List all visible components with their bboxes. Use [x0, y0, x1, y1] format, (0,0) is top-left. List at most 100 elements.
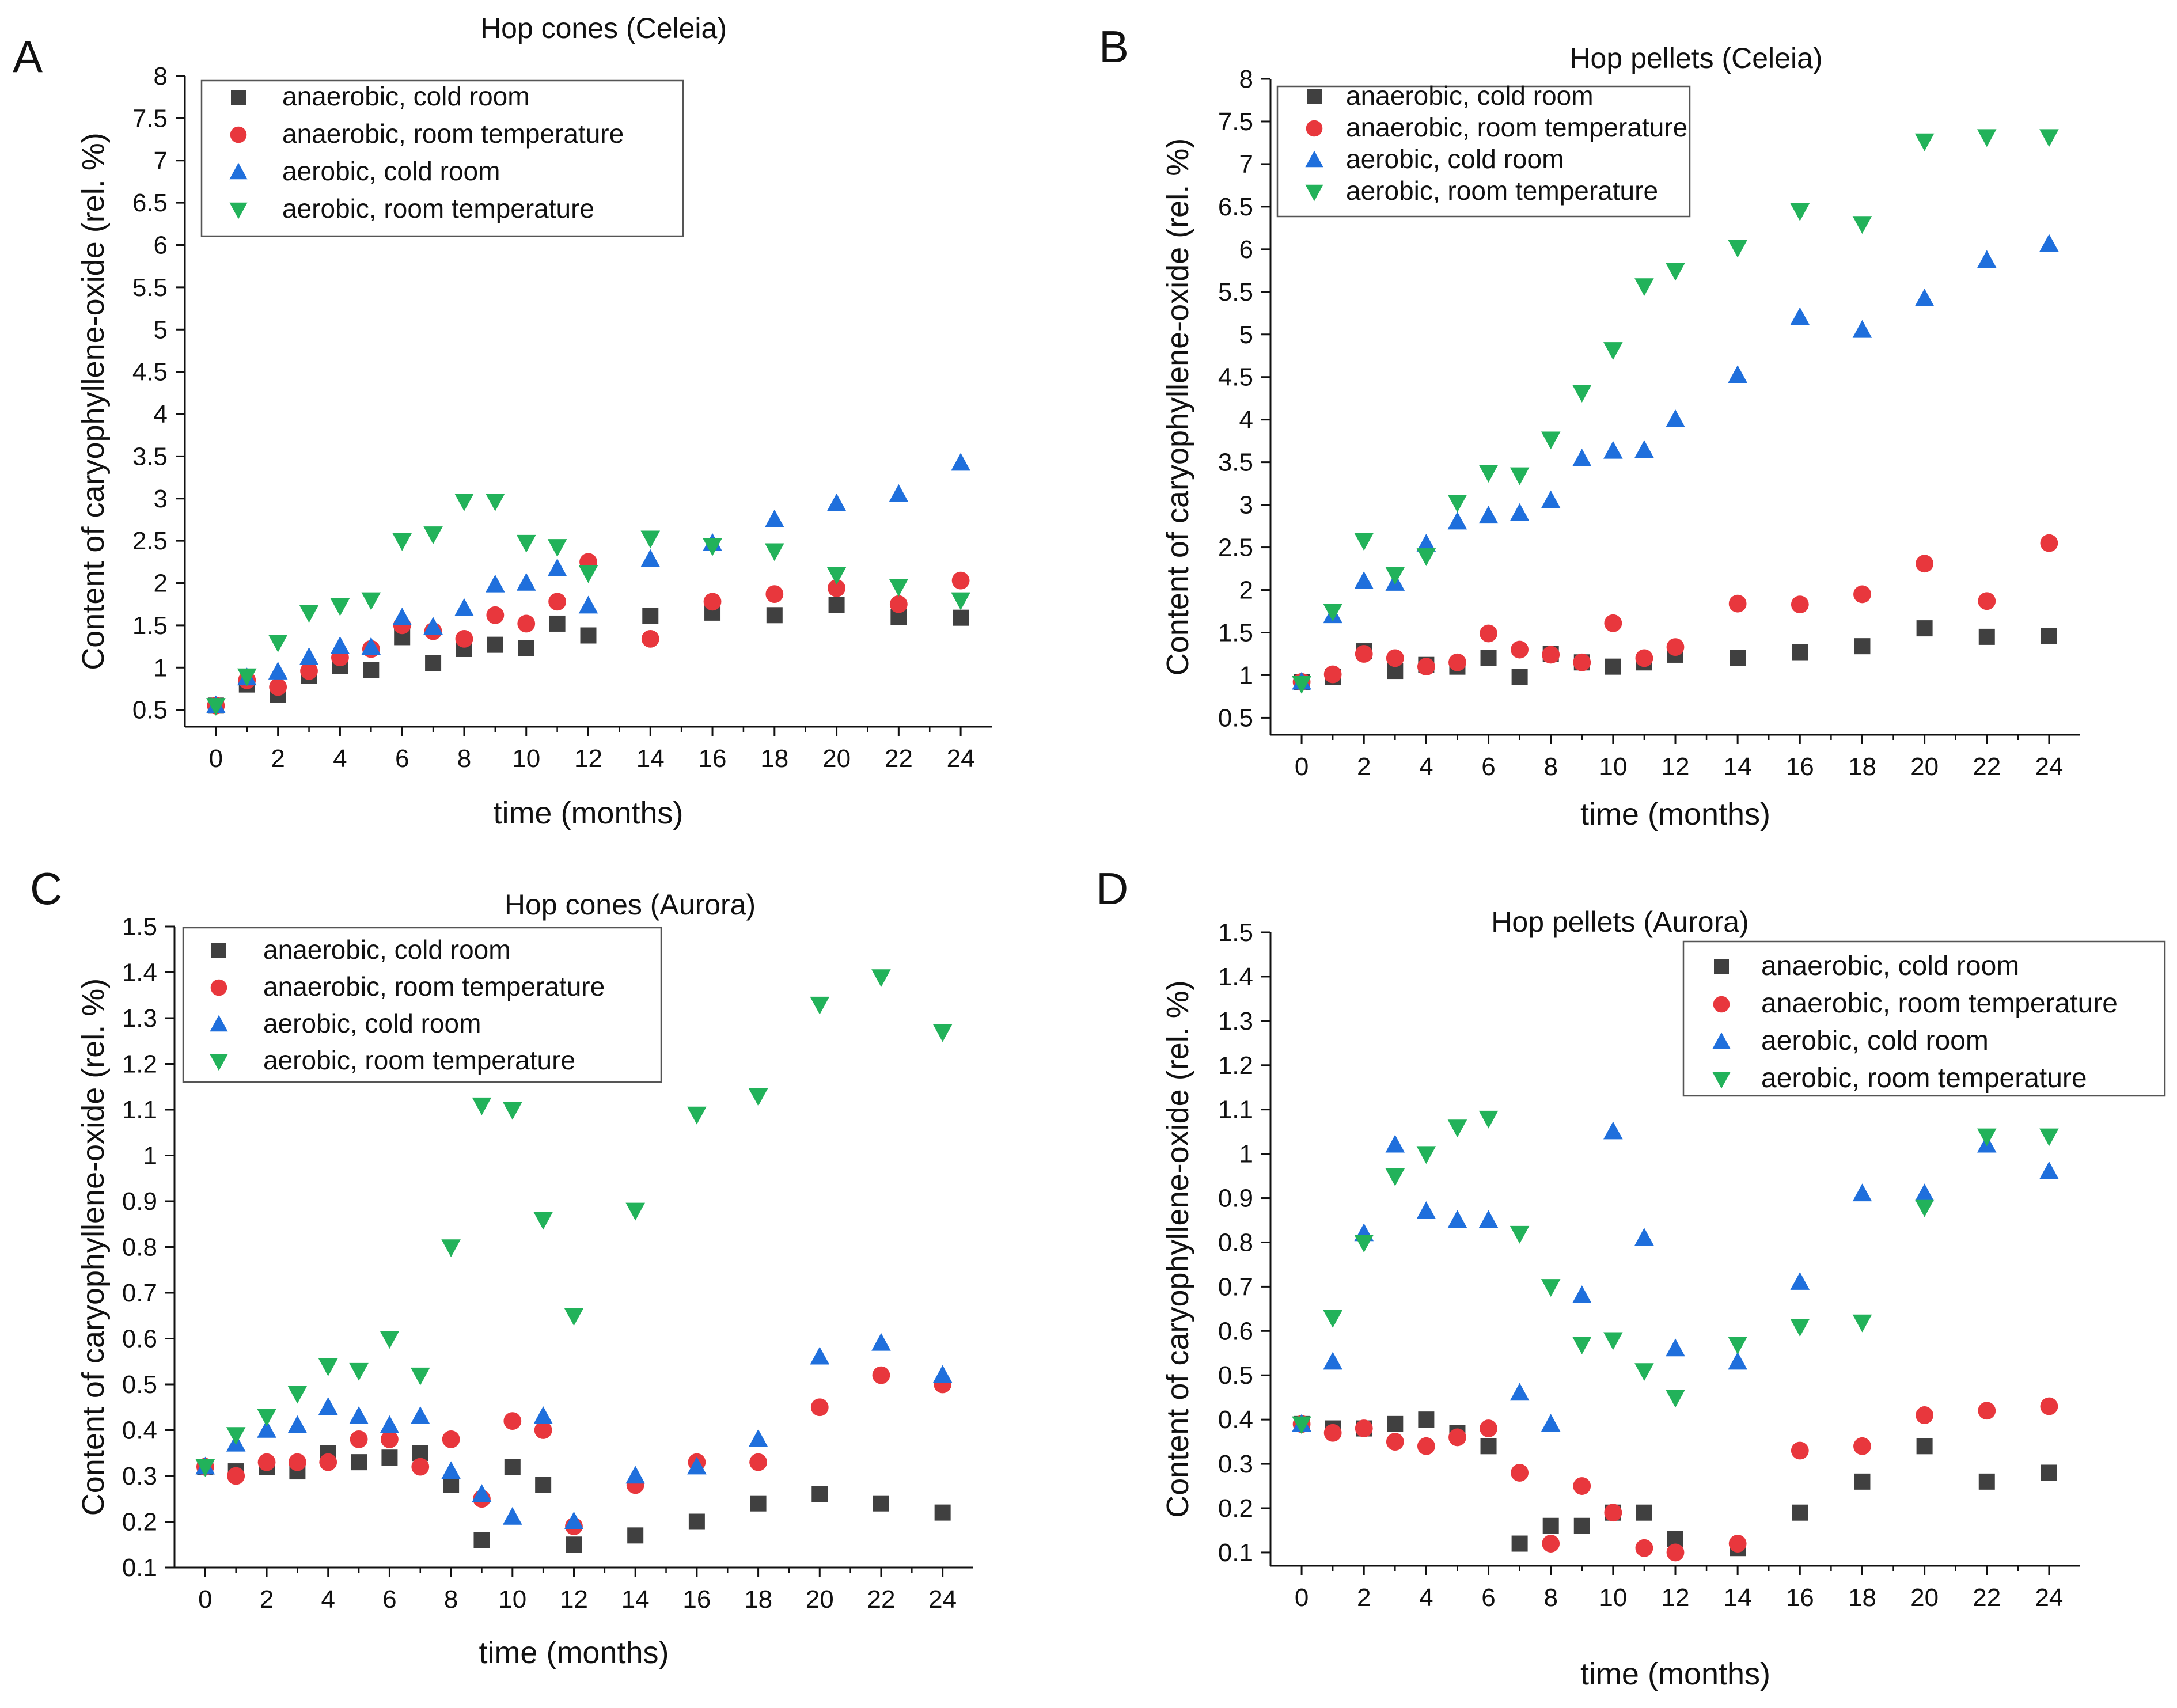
y-tick-label: 1.5	[132, 612, 168, 640]
data-point	[1480, 1419, 1497, 1437]
data-point	[257, 1453, 276, 1471]
data-point	[2041, 1464, 2057, 1481]
data-point	[1572, 1337, 1592, 1355]
x-tick-label: 8	[457, 745, 471, 773]
data-point	[1385, 1168, 1405, 1186]
y-tick-label: 3.5	[132, 442, 168, 470]
data-point	[351, 1454, 367, 1471]
data-point	[1480, 624, 1497, 643]
data-point	[1790, 203, 1810, 221]
data-point	[1977, 1128, 1997, 1147]
data-point	[1634, 1363, 1654, 1381]
data-point	[287, 1415, 308, 1433]
y-tick-label: 7.5	[1218, 108, 1253, 136]
data-point	[1416, 548, 1436, 567]
legend-label: anaerobic, cold room	[282, 81, 530, 111]
data-point	[2040, 1397, 2058, 1415]
panel-b-title: Hop pellets (Celeia)	[1569, 42, 1822, 74]
y-tick-label: 0.3	[122, 1462, 157, 1490]
series-triangle-down	[195, 969, 953, 1477]
legend-marker	[230, 126, 247, 143]
data-point	[1666, 1338, 1685, 1357]
legend-marker	[231, 90, 246, 105]
data-point	[566, 1536, 582, 1553]
panel-c-title: Hop cones (Aurora)	[505, 889, 756, 921]
data-point	[318, 1397, 338, 1415]
y-tick-label: 0.4	[122, 1417, 157, 1445]
data-point	[472, 1097, 492, 1115]
data-point	[227, 1467, 245, 1485]
x-tick-label: 12	[1662, 753, 1690, 781]
y-tick-label: 0.1	[122, 1554, 157, 1582]
data-point	[934, 1504, 951, 1521]
data-point	[1572, 1285, 1592, 1303]
y-tick-label: 6	[154, 231, 168, 260]
data-point	[425, 655, 442, 671]
data-point	[206, 698, 226, 716]
data-point	[1511, 640, 1529, 659]
data-point	[2039, 129, 2059, 147]
data-point	[578, 595, 598, 614]
data-point	[826, 493, 847, 511]
data-point	[1853, 1437, 1871, 1455]
data-point	[1603, 441, 1623, 459]
data-point	[810, 1346, 830, 1365]
data-point	[1387, 1415, 1404, 1432]
data-point	[953, 609, 969, 626]
legend-marker	[211, 943, 226, 958]
data-point	[518, 640, 534, 656]
data-point	[641, 629, 659, 648]
data-point	[564, 1308, 584, 1326]
legend-box	[182, 927, 662, 1083]
data-point	[1448, 653, 1466, 671]
data-point	[765, 543, 784, 561]
legend-label: aerobic, cold room	[263, 1008, 481, 1038]
y-tick-label: 1.1	[1218, 1096, 1253, 1124]
data-point	[703, 538, 722, 556]
data-point	[533, 1212, 553, 1230]
data-point	[1852, 1314, 1872, 1333]
y-tick-label: 1	[143, 1142, 157, 1170]
x-tick-label: 10	[1599, 1584, 1627, 1612]
data-point	[454, 598, 474, 616]
data-point	[1418, 1411, 1435, 1428]
data-point	[1573, 1477, 1591, 1495]
data-point	[1978, 1473, 1995, 1490]
x-tick-label: 16	[1786, 1584, 1814, 1612]
x-tick-label: 4	[333, 745, 347, 773]
data-point	[1914, 133, 1935, 151]
y-tick-label: 6.5	[132, 189, 168, 217]
data-point	[1730, 650, 1746, 666]
data-point	[1666, 638, 1685, 656]
data-point	[423, 617, 443, 635]
legend-label: anaerobic, room temperature	[282, 119, 624, 149]
data-point	[1635, 1539, 1653, 1557]
data-point	[1385, 567, 1405, 585]
data-point	[1853, 585, 1871, 604]
x-axis-label: time (months)	[493, 796, 683, 830]
data-point	[1480, 1438, 1497, 1455]
y-tick-label: 5.5	[1218, 278, 1253, 306]
data-point	[1603, 1332, 1623, 1350]
data-point	[318, 1358, 338, 1376]
data-point	[1417, 1437, 1435, 1455]
data-point	[1386, 649, 1404, 667]
series-circle	[1292, 534, 2058, 691]
data-point	[625, 1202, 645, 1221]
data-point	[1354, 1235, 1374, 1253]
data-point	[1791, 595, 1809, 614]
data-point	[2039, 234, 2059, 252]
x-tick-label: 14	[621, 1585, 650, 1614]
data-point	[257, 1419, 276, 1438]
data-point	[1792, 644, 1808, 661]
data-point	[441, 1461, 461, 1479]
data-point	[1480, 650, 1497, 666]
data-point	[1416, 1201, 1436, 1219]
panel-d-title: Hop pellets (Aurora)	[1491, 906, 1749, 938]
data-point	[1478, 465, 1499, 483]
data-point	[828, 597, 845, 613]
data-point	[534, 1421, 552, 1439]
panel-b-letter: B	[1099, 21, 1129, 72]
x-tick-label: 6	[1481, 753, 1495, 781]
